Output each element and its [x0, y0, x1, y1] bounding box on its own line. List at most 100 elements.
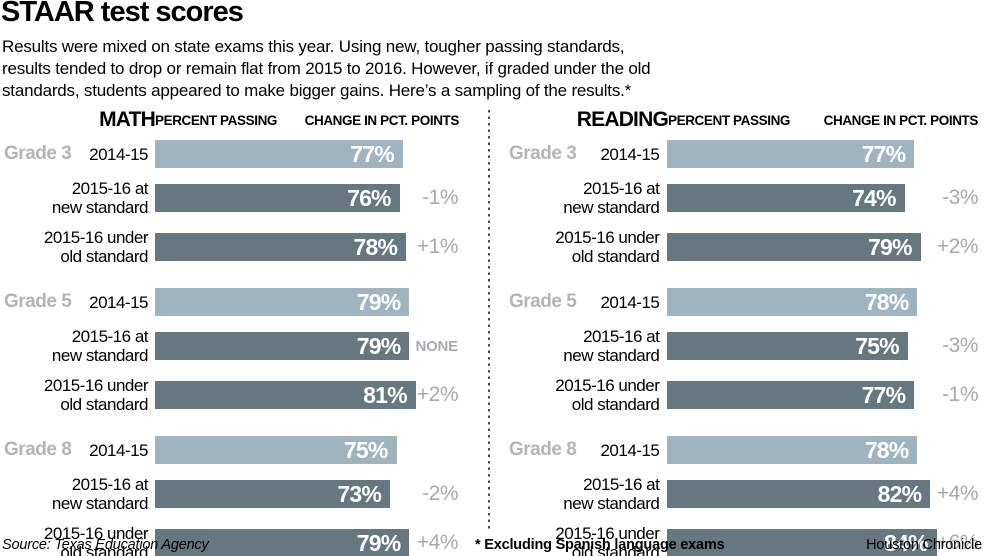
intro-line: standards, students appeared to make big…: [2, 81, 632, 100]
bar-value-label: 77%: [861, 381, 906, 408]
bar-row: Grade 8 2014-15 78%: [496, 436, 984, 464]
groups: Grade 3 2014-15 77% 2015-16 at new standard…: [496, 140, 984, 556]
bar-area: 78%: [667, 436, 984, 464]
row-label-cell: 2015-16 under old standard: [0, 228, 149, 266]
year-label: 2015-16 at new standard: [563, 475, 660, 513]
row-label-cell: 2015-16 at new standard: [0, 327, 149, 365]
grade-group: Grade 3 2014-15 77% 2015-16 at new standard…: [496, 140, 984, 266]
bar: 79%: [155, 529, 410, 556]
bar: 77%: [667, 381, 915, 409]
bar-value-label: 75%: [343, 436, 388, 463]
bar-row: 2015-16 under old standard 77% -1%: [496, 376, 984, 414]
bar-value-label: 82%: [877, 480, 922, 507]
column-header: READING PERCENT PASSING CHANGE IN PCT. P…: [496, 106, 984, 134]
change-label: +2%: [416, 383, 459, 406]
bar-row: 2015-16 at new standard 73% -2%: [0, 475, 478, 513]
bar-area: 74% -3%: [667, 184, 984, 212]
year-label: 2014-15: [600, 144, 660, 164]
column-header: MATH PERCENT PASSING CHANGE IN PCT. POIN…: [0, 106, 478, 134]
grade-label: Grade 3: [509, 143, 577, 164]
grade-label: Grade 5: [4, 291, 72, 312]
bar-area: 79% NONE: [155, 332, 477, 360]
bar: 75%: [155, 436, 397, 464]
row-label-cell: 2015-16 at new standard: [496, 327, 660, 365]
bar-area: 81% +2%: [155, 381, 477, 409]
bar-area: 77%: [667, 140, 984, 168]
row-label-cell: 2015-16 at new standard: [0, 475, 149, 513]
source-credit: Source: Texas Education Agency: [2, 537, 209, 553]
row-label-cell: 2015-16 at new standard: [496, 475, 660, 513]
bar-value-label: 77%: [861, 140, 906, 167]
grade-label: Grade 8: [509, 439, 577, 460]
bar-row: 2015-16 under old standard 78% +1%: [0, 228, 478, 266]
grade-group: Grade 8 2014-15 75% 2015-16 at new standard…: [0, 436, 478, 556]
bar-value-label: 79%: [356, 332, 401, 359]
row-label-cell: 2015-16 under old standard: [496, 228, 660, 266]
math-column: MATH PERCENT PASSING CHANGE IN PCT. POIN…: [0, 106, 478, 556]
row-label-cell: 2015-16 under old standard: [0, 524, 149, 556]
bar-area: 79% +4%: [155, 529, 477, 556]
grade-label: Grade 5: [509, 291, 577, 312]
bar-value-label: 76%: [347, 184, 391, 211]
change-label: -1%: [422, 186, 458, 209]
year-label: 2014-15: [89, 440, 148, 460]
year-label: 2015-16 at new standard: [51, 327, 149, 365]
bar: 81%: [155, 381, 416, 409]
year-label: 2014-15: [89, 292, 148, 312]
bar-row: 2015-16 at new standard 82% +4%: [496, 475, 984, 513]
change-label: +2%: [936, 235, 979, 258]
bar-row: Grade 8 2014-15 75%: [0, 436, 478, 464]
change-header: CHANGE IN PCT. POINTS: [304, 112, 460, 128]
bar-row: 2015-16 at new standard 75% -3%: [496, 327, 984, 365]
row-label-cell: 2015-16 at new standard: [0, 179, 149, 217]
bar-row: Grade 5 2014-15 78%: [496, 288, 984, 316]
bar-row: 2015-16 at new standard 79% NONE: [0, 327, 478, 365]
bar-value-label: 78%: [864, 436, 909, 463]
bar: 77%: [155, 140, 403, 168]
bar: 77%: [667, 140, 915, 168]
change-label: -3%: [942, 186, 978, 209]
bar-area: 73% -2%: [155, 480, 477, 508]
row-label-cell: Grade 3 2014-15: [496, 143, 660, 165]
row-label-cell: 2015-16 under old standard: [496, 376, 660, 414]
intro-line: results tended to drop or remain flat fr…: [2, 59, 651, 78]
bar-value-label: 74%: [851, 184, 896, 211]
row-label-cell: Grade 3 2014-15: [0, 143, 148, 165]
change-label: -1%: [942, 383, 978, 406]
bar-value-label: 84%: [884, 529, 928, 556]
bar: 82%: [667, 480, 931, 508]
year-label: 2015-16 under old standard: [43, 228, 149, 266]
bar-value-label: 73%: [337, 480, 382, 507]
intro-text: Results were mixed on state exams this y…: [2, 36, 651, 102]
bar-value-label: 79%: [356, 288, 401, 315]
bar-row: 2015-16 under old standard 79% +2%: [496, 228, 984, 266]
percent-passing-header: PERCENT PASSING: [155, 112, 278, 128]
change-label: +6%: [936, 531, 979, 554]
grade-label: Grade 3: [4, 143, 72, 164]
bar: 74%: [667, 184, 905, 212]
bar-area: 79% +2%: [667, 233, 984, 261]
bar-area: 82% +4%: [667, 480, 984, 508]
bar-value-label: 77%: [350, 140, 394, 167]
year-label: 2015-16 at new standard: [51, 475, 149, 513]
row-label-cell: 2015-16 under old standard: [0, 376, 149, 414]
change-label: NONE: [415, 337, 458, 355]
bar-value-label: 81%: [363, 381, 407, 408]
bar-area: 78% +1%: [155, 233, 477, 261]
grade-group: Grade 5 2014-15 79% 2015-16 at new standard…: [0, 288, 478, 414]
year-label: 2015-16 under old standard: [43, 376, 149, 414]
year-label: 2014-15: [600, 292, 660, 312]
bar: 75%: [667, 332, 908, 360]
bar: 78%: [667, 436, 918, 464]
bar-row: Grade 3 2014-15 77%: [0, 140, 478, 168]
bar-row: Grade 3 2014-15 77%: [496, 140, 984, 168]
bar-area: 84% +6%: [667, 529, 984, 556]
year-label: 2014-15: [89, 144, 148, 164]
bar: 78%: [667, 288, 918, 316]
bar-area: 75% -3%: [667, 332, 984, 360]
bar-row: 2015-16 under old standard 81% +2%: [0, 376, 478, 414]
bar-area: 77% -1%: [667, 381, 984, 409]
row-label-cell: Grade 5 2014-15: [0, 291, 148, 313]
bar-area: 76% -1%: [155, 184, 477, 212]
